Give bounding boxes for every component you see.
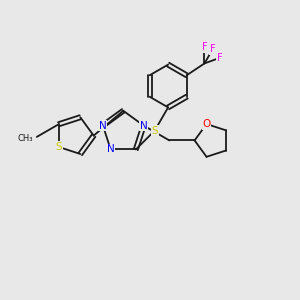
Text: S: S bbox=[56, 142, 62, 152]
Text: F: F bbox=[217, 53, 223, 63]
Text: CH₃: CH₃ bbox=[18, 134, 33, 143]
Text: S: S bbox=[152, 126, 158, 136]
Text: N: N bbox=[107, 145, 115, 154]
Text: N: N bbox=[140, 121, 148, 130]
Text: O: O bbox=[202, 119, 211, 129]
Text: F: F bbox=[210, 44, 215, 54]
Text: F: F bbox=[202, 42, 207, 52]
Text: N: N bbox=[99, 121, 107, 130]
